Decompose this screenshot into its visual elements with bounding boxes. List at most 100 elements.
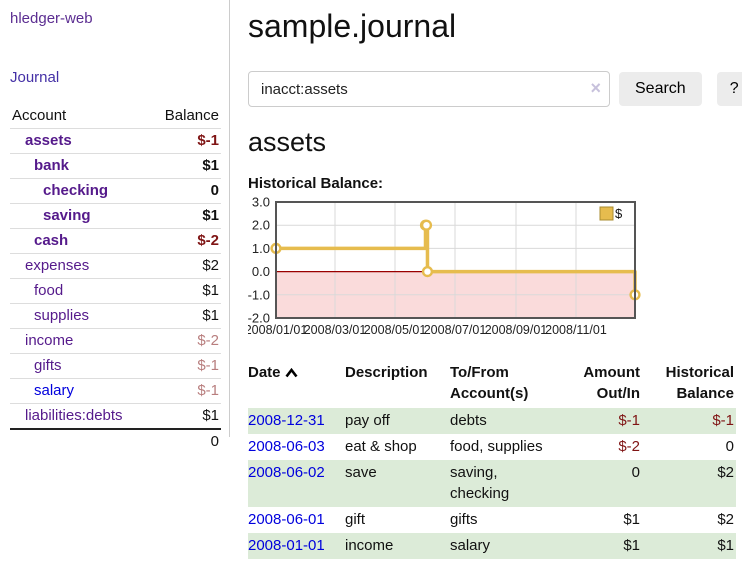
svg-text:0.0: 0.0: [252, 264, 270, 279]
transactions-table: Date Description To/From Account(s) Amou…: [248, 360, 736, 559]
account-link-liabilities-debts[interactable]: liabilities:debts: [25, 407, 123, 424]
account-row: food $1: [10, 278, 221, 303]
help-button[interactable]: ?: [716, 72, 742, 106]
account-link-cash[interactable]: cash: [34, 232, 69, 249]
amount-column-header: Amount Out/In: [583, 364, 640, 402]
transaction-amount: $1: [623, 511, 640, 528]
account-link-salary[interactable]: salary: [34, 382, 75, 399]
transaction-balance: $-1: [642, 408, 736, 434]
account-balance: $-2: [197, 232, 219, 249]
account-heading: assets: [248, 127, 327, 157]
svg-text:1.0: 1.0: [252, 241, 270, 256]
account-link-bank[interactable]: bank: [34, 157, 70, 174]
account-row: checking 0: [10, 178, 221, 203]
account-link-food[interactable]: food: [34, 282, 64, 299]
transaction-balance: $1: [642, 533, 736, 559]
account-link-checking[interactable]: checking: [43, 182, 109, 199]
account-row: cash $-2: [10, 228, 221, 253]
transaction-row: 2008-06-02 save saving, checking 0 $2: [248, 460, 736, 507]
account-balance: $-2: [197, 332, 219, 349]
account-balance: $1: [202, 307, 219, 324]
transaction-accounts: debts: [450, 408, 560, 434]
balance-column-header: Balance: [164, 107, 219, 124]
transaction-date-link[interactable]: 2008-06-03: [248, 438, 325, 455]
account-balance: $-1: [197, 382, 219, 399]
transaction-accounts: food, supplies: [450, 438, 543, 455]
transaction-row: 2008-06-01 gift gifts $1 $2: [248, 507, 736, 533]
svg-text:-2.0: -2.0: [248, 311, 270, 326]
transaction-date-link[interactable]: 2008-06-01: [248, 511, 325, 528]
description-column-header: Description: [345, 364, 428, 381]
svg-text:2008/07/01: 2008/07/01: [424, 323, 487, 337]
date-column-header[interactable]: Date: [248, 360, 345, 408]
accounts-table: Account Balance assets $-1 bank $1 checking 0…: [10, 104, 221, 454]
account-row: assets $-1: [10, 128, 221, 153]
transaction-accounts: saving, checking: [450, 460, 560, 507]
accounts-total-row: 0: [10, 428, 221, 454]
account-link-gifts[interactable]: gifts: [34, 357, 62, 374]
transaction-description: pay off: [345, 408, 450, 434]
account-balance: $1: [202, 282, 219, 299]
transaction-amount: $-1: [560, 408, 642, 434]
account-link-income[interactable]: income: [25, 332, 74, 349]
svg-text:2008/03/01: 2008/03/01: [304, 323, 367, 337]
account-row: expenses $2: [10, 253, 221, 278]
account-balance: $2: [202, 257, 219, 274]
transaction-balance: $2: [642, 460, 736, 507]
sort-ascending-icon: [284, 367, 298, 378]
account-link-supplies[interactable]: supplies: [34, 307, 90, 324]
account-row: liabilities:debts $1: [10, 403, 221, 428]
account-row: bank $1: [10, 153, 221, 178]
transaction-balance: $2: [717, 511, 734, 528]
transaction-row: 2008-12-31 pay off debts $-1 $-1: [248, 408, 736, 434]
transaction-description: save: [345, 460, 450, 507]
transaction-row: 2008-01-01 income salary $1 $1: [248, 533, 736, 559]
svg-text:2008/11/01: 2008/11/01: [545, 323, 607, 337]
sidebar-item-journal[interactable]: Journal: [10, 69, 60, 86]
transaction-date-link[interactable]: 2008-12-31: [248, 412, 325, 429]
chart-title: Historical Balance:: [248, 175, 384, 192]
transaction-accounts: salary: [450, 533, 560, 559]
transaction-description: eat & shop: [345, 438, 417, 455]
account-row: gifts $-1: [10, 353, 221, 378]
account-balance: $1: [202, 407, 219, 424]
svg-text:2008/05/01: 2008/05/01: [364, 323, 427, 337]
transaction-amount: $-2: [618, 438, 640, 455]
svg-text:$: $: [615, 206, 623, 221]
account-balance: 0: [210, 182, 219, 199]
account-balance: $-1: [197, 357, 219, 374]
chart-canvas: $3.0 2.0 1.0 0.0 -1.0 -2.02008/01/012008/03/0…: [248, 196, 641, 337]
account-link-saving[interactable]: saving: [43, 207, 91, 224]
account-row: saving $1: [10, 203, 221, 228]
sidebar: hledger-web Journal Account Balance asse…: [0, 0, 230, 450]
search-button[interactable]: Search: [619, 72, 702, 106]
search-box: ×: [248, 71, 610, 107]
account-balance: $1: [202, 207, 219, 224]
balance-column-header: Historical Balance: [665, 364, 734, 402]
svg-text:2008/01/01: 2008/01/01: [248, 323, 307, 337]
clear-search-icon[interactable]: ×: [590, 78, 601, 98]
accounts-column-header: To/From Account(s): [450, 364, 529, 402]
search-input[interactable]: [248, 71, 610, 107]
account-column-header: Account: [12, 107, 67, 124]
svg-text:-1.0: -1.0: [248, 287, 270, 302]
account-link-expenses[interactable]: expenses: [25, 257, 90, 274]
transactions-header-row: Date Description To/From Account(s) Amou…: [248, 360, 736, 408]
account-balance: $-1: [197, 132, 219, 149]
account-row: salary $-1: [10, 378, 221, 403]
transaction-description: gift: [345, 511, 366, 528]
account-row: supplies $1: [10, 303, 221, 328]
transaction-balance: 0: [725, 438, 734, 455]
account-row: income $-2: [10, 328, 221, 353]
svg-text:2.0: 2.0: [252, 218, 270, 233]
account-link-assets[interactable]: assets: [25, 132, 72, 149]
transaction-amount: 0: [560, 460, 642, 507]
account-balance: $1: [202, 157, 219, 174]
accounts-total-value: 0: [210, 433, 219, 450]
transaction-date-link[interactable]: 2008-06-02: [248, 464, 325, 481]
historical-balance-chart: $3.0 2.0 1.0 0.0 -1.0 -2.0 2008/01/01 2008/03/0…: [248, 196, 742, 344]
accounts-table-body: assets $-1 bank $1 checking 0 saving $1 cash $-2 e…: [10, 128, 221, 428]
transaction-row: 2008-06-03 eat & shop food, supplies $-2 0: [248, 434, 736, 460]
app-title-link[interactable]: hledger-web: [10, 10, 93, 27]
transaction-date-link[interactable]: 2008-01-01: [248, 537, 325, 554]
